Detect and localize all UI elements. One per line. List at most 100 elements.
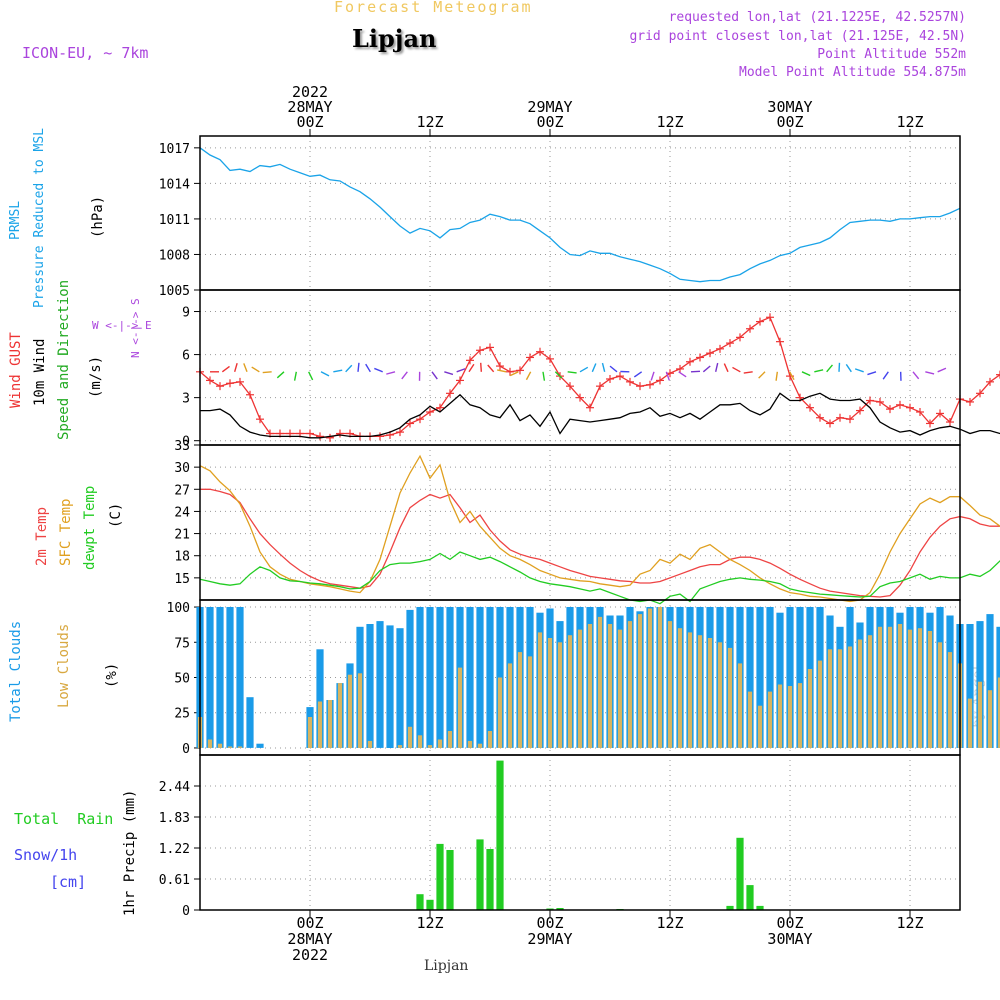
bar-total-clouds xyxy=(926,612,934,748)
bar-total-clouds xyxy=(326,700,334,748)
pressure-panel: 1005 1008 1011 1014 1017 xyxy=(159,135,961,299)
wind-arrow xyxy=(251,366,260,373)
wind-arrow xyxy=(525,371,532,381)
gust-marker xyxy=(656,376,664,385)
bar-low-clouds xyxy=(787,686,793,748)
wind-arrow xyxy=(431,371,438,380)
wind-arrow xyxy=(233,362,238,372)
wind-arrow xyxy=(801,371,811,377)
bar-low-clouds xyxy=(417,735,423,748)
bar-low-clouds xyxy=(627,621,633,748)
bar-low-clouds xyxy=(367,740,373,748)
bar-total-clouds xyxy=(486,607,494,748)
bar-low-clouds xyxy=(737,663,743,748)
bar-low-clouds xyxy=(477,743,483,748)
wind-arrow xyxy=(826,364,833,373)
series-2m-temp xyxy=(200,488,1000,598)
bar-total-clouds xyxy=(906,607,914,748)
wind-arrow xyxy=(665,371,670,381)
gust-marker xyxy=(846,415,854,424)
bar-low-clouds xyxy=(747,691,753,748)
bar-total-clouds xyxy=(236,607,244,748)
y-tick-label: 3 xyxy=(182,392,190,407)
wind-arrow xyxy=(374,367,383,373)
gust-marker xyxy=(516,366,524,375)
gust-marker xyxy=(196,367,204,376)
wind-arrow xyxy=(365,363,371,373)
gust-marker xyxy=(236,377,244,386)
wind-arrow xyxy=(497,369,507,373)
y-tick-label: 1008 xyxy=(159,248,190,263)
bar-total-clouds xyxy=(586,607,594,748)
sfc-temp-label: SFC Temp xyxy=(58,498,74,566)
bar-total-clouds xyxy=(626,607,634,748)
bar-total-clouds xyxy=(936,607,944,748)
bar-low-clouds xyxy=(667,621,673,748)
bar-low-clouds xyxy=(527,656,533,748)
y-tick-label: 100 xyxy=(167,601,190,616)
bar-total-clouds xyxy=(986,614,994,748)
bar-total-clouds xyxy=(876,607,884,748)
bar-low-clouds xyxy=(437,739,443,748)
gust-marker xyxy=(406,419,414,428)
bar-total-clouds xyxy=(506,607,514,748)
bar-total-rain xyxy=(406,909,414,910)
gust-marker xyxy=(906,403,914,412)
grid-point-coords: grid point closest lon,lat (21.125E, 42.… xyxy=(629,29,966,44)
bar-total-clouds xyxy=(616,615,624,748)
bar-total-clouds xyxy=(786,607,794,748)
bar-low-clouds xyxy=(937,642,943,748)
bar-low-clouds xyxy=(687,632,693,748)
wind-arrow xyxy=(601,362,606,372)
wind-gust-label: Wind GUST xyxy=(8,332,24,408)
bar-low-clouds xyxy=(987,690,993,748)
bar-low-clouds xyxy=(617,629,623,748)
gust-marker xyxy=(866,396,874,405)
bar-low-clouds xyxy=(767,691,773,748)
gust-marker xyxy=(566,382,574,391)
gust-marker xyxy=(676,364,684,373)
bar-low-clouds xyxy=(457,667,463,748)
bar-low-clouds xyxy=(777,684,783,748)
gust-marker xyxy=(636,382,644,391)
y-tick-label: 1017 xyxy=(159,142,190,157)
gust-marker xyxy=(436,403,444,412)
bar-total-clouds xyxy=(246,697,254,748)
total-clouds-label: Total Clouds xyxy=(8,620,24,722)
gust-marker xyxy=(936,409,944,418)
gust-marker xyxy=(916,407,924,416)
panel-frame xyxy=(199,754,961,911)
wind-arrow xyxy=(758,371,766,379)
bottom-x-label: 28MAY xyxy=(287,930,332,948)
wind-arrow xyxy=(678,371,687,378)
wind-arrow xyxy=(276,371,285,379)
bar-low-clouds xyxy=(357,673,363,748)
wind-arrow xyxy=(814,369,824,373)
bar-low-clouds xyxy=(957,663,963,748)
y-tick-label: 24 xyxy=(174,505,190,520)
bar-total-clouds xyxy=(366,624,374,748)
gust-marker xyxy=(786,372,794,381)
bar-low-clouds xyxy=(757,705,763,748)
top-x-label: 00Z xyxy=(296,113,323,131)
gust-marker xyxy=(776,337,784,346)
credit-watermark: by Angel xyxy=(970,665,986,728)
bar-total-clouds xyxy=(406,609,414,748)
bar-low-clouds xyxy=(207,739,213,748)
bar-low-clouds xyxy=(237,746,243,748)
gust-marker xyxy=(366,432,374,441)
gust-marker xyxy=(346,429,354,438)
bar-total-clouds xyxy=(886,607,894,748)
bar-total-clouds xyxy=(736,607,744,748)
gust-marker xyxy=(596,382,604,391)
bar-total-clouds xyxy=(556,621,564,748)
gust-marker xyxy=(576,393,584,402)
bar-low-clouds xyxy=(647,608,653,748)
wind-10m-label: 10m Wind xyxy=(32,338,48,406)
gust-marker xyxy=(716,344,724,353)
bar-total-clouds xyxy=(606,615,614,748)
dewpt-label: dewpt Temp xyxy=(82,485,98,570)
bar-total-clouds xyxy=(726,607,734,748)
bar-total-rain xyxy=(556,908,564,910)
bar-total-clouds xyxy=(676,607,684,748)
